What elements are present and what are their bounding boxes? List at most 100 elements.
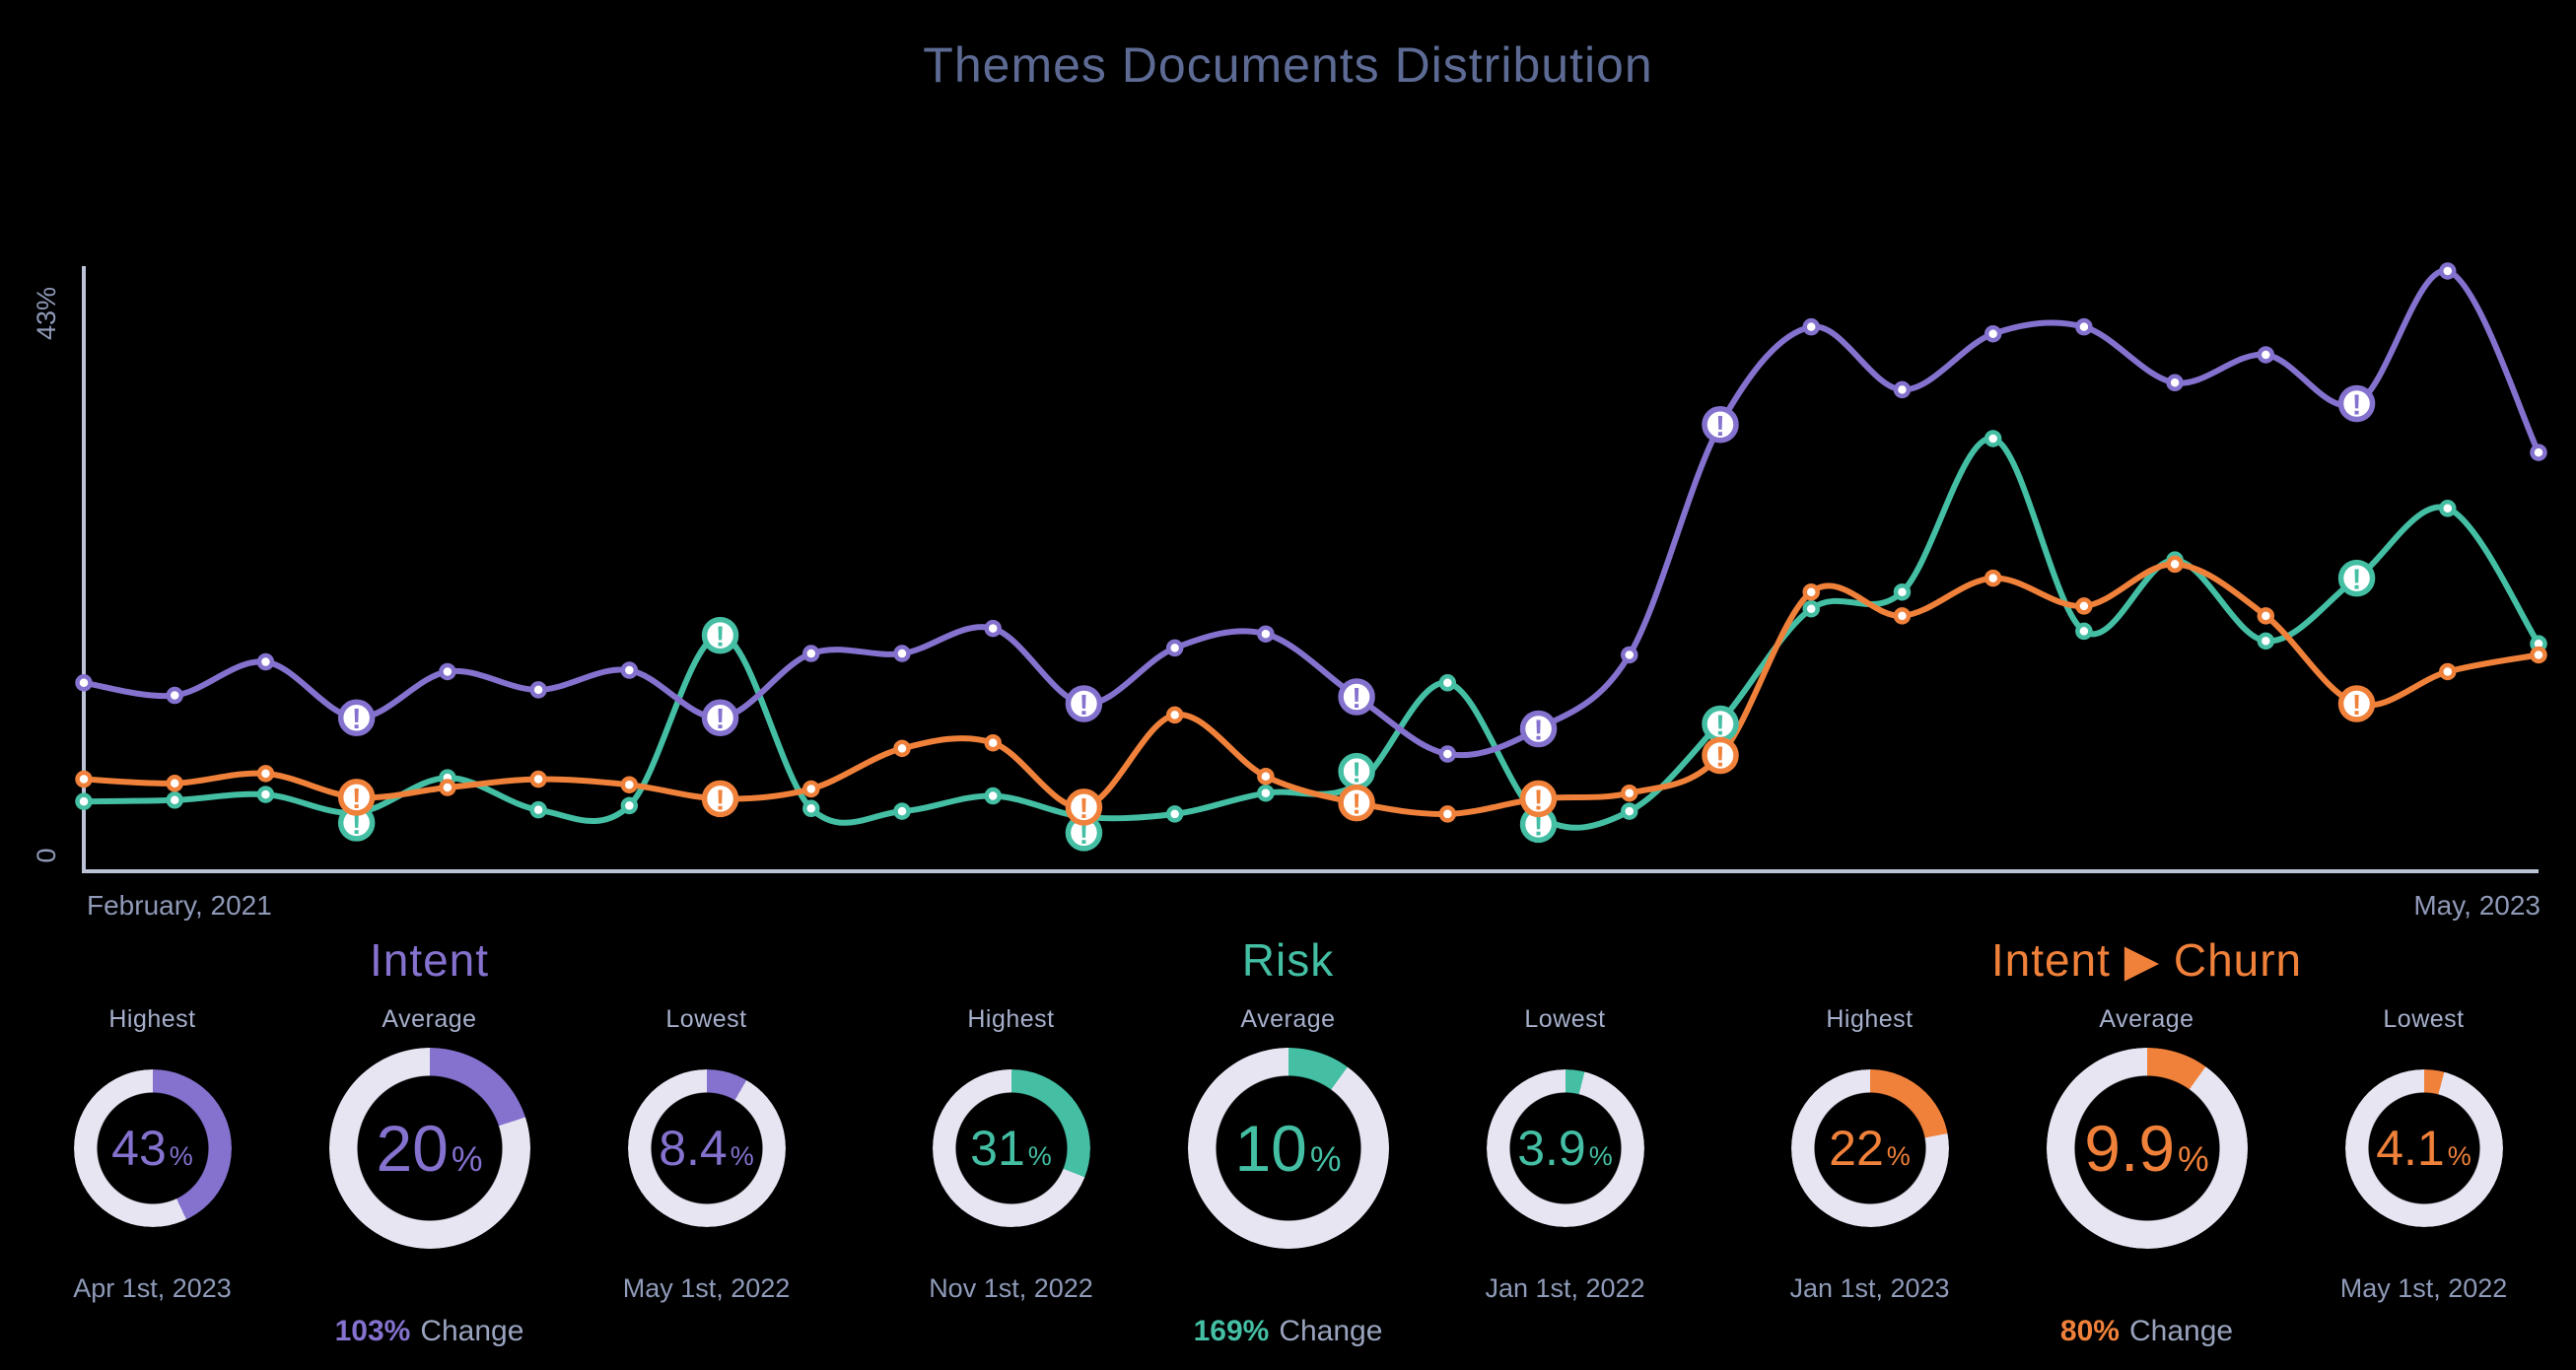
data-point-risk <box>2439 500 2457 517</box>
data-point-churn <box>1438 805 1457 823</box>
change-row: 169% Change <box>1194 1315 1383 1348</box>
gauge-stat-label: Highest <box>967 1005 1055 1033</box>
data-point-churn <box>1893 607 1912 625</box>
donut-value: 22% <box>1829 1121 1911 1176</box>
donut-gauge: 4.1% <box>2344 1069 2503 1227</box>
data-point-intent <box>256 652 275 671</box>
svg-text:!: ! <box>2352 565 2362 596</box>
donut-gauge: 9.9% <box>2046 1048 2248 1249</box>
donut-ring <box>1790 1069 1949 1227</box>
gauge-panel: Intent Highest 43% Apr 1st, 2023 Average… <box>0 925 2576 1370</box>
gauge-date: Jan 1st, 2022 <box>1485 1273 1645 1303</box>
donut-gauge: 22% <box>1790 1069 1949 1227</box>
data-point-risk <box>2257 632 2275 651</box>
data-point-churn <box>2530 646 2547 664</box>
series-line-risk <box>81 435 2541 831</box>
data-point-risk <box>1257 784 1275 802</box>
svg-text:!: ! <box>1079 793 1089 825</box>
gauge-date: Apr 1st, 2023 <box>73 1273 232 1303</box>
data-point-risk <box>2075 622 2093 641</box>
data-point-churn <box>1984 569 2002 587</box>
change-label: Change <box>1279 1315 1383 1347</box>
alert-marker-intent[interactable]: ! <box>2337 384 2376 423</box>
alert-marker-intent[interactable]: ! <box>1702 406 1739 444</box>
donut-value: 20% <box>376 1112 483 1185</box>
themes-distribution-chart: 43% 0 February, 2021 May, 2023 !!!!!!!!!… <box>32 262 2547 921</box>
alert-marker-churn[interactable]: ! <box>2337 685 2376 722</box>
alert-marker-intent[interactable]: ! <box>337 699 376 736</box>
alert-marker-risk[interactable]: ! <box>1338 752 1375 790</box>
data-point-intent <box>2075 317 2093 336</box>
alert-marker-intent[interactable]: ! <box>1519 710 1558 748</box>
x-axis-start-label: February, 2021 <box>87 890 272 921</box>
donut-value: 9.9% <box>2084 1112 2209 1185</box>
data-point-risk <box>529 800 547 819</box>
svg-text:!: ! <box>716 785 726 816</box>
gauge-group-risk: Risk Highest 31% Nov 1st, 2022 Average 1… <box>859 925 1717 1370</box>
gauge-intent-lowest: Lowest 8.4% May 1st, 2022 <box>568 988 845 1307</box>
alert-marker-churn[interactable]: ! <box>1519 780 1558 818</box>
svg-text:!: ! <box>1534 716 1544 747</box>
alert-marker-churn[interactable]: ! <box>1338 784 1375 822</box>
donut-value: 8.4% <box>659 1121 754 1176</box>
alert-marker-intent[interactable]: ! <box>1065 685 1103 722</box>
svg-text:!: ! <box>1352 683 1361 715</box>
data-point-churn <box>166 775 183 792</box>
gauge-group-title: Intent <box>369 934 490 986</box>
data-point-risk <box>256 786 275 803</box>
data-point-intent <box>1893 380 1912 399</box>
donut-value: 31% <box>970 1121 1052 1176</box>
data-point-intent <box>2439 262 2457 280</box>
data-point-risk <box>1893 582 1912 601</box>
data-point-churn <box>439 779 456 796</box>
gauge-date: Nov 1st, 2022 <box>929 1273 1093 1303</box>
data-point-intent <box>1984 324 2002 343</box>
change-value: 169% <box>1193 1315 1270 1347</box>
change-label: Change <box>2128 1315 2234 1347</box>
donut-value: 10% <box>1234 1112 1342 1185</box>
svg-text:!: ! <box>1715 411 1725 443</box>
alert-marker-intent[interactable]: ! <box>1338 678 1375 716</box>
data-point-risk <box>75 792 93 810</box>
alert-marker-churn[interactable]: ! <box>337 779 376 816</box>
data-point-churn <box>1257 767 1275 786</box>
data-point-intent <box>1165 639 1184 657</box>
alert-marker-churn[interactable]: ! <box>1702 736 1739 775</box>
donut-gauge: 10% <box>1187 1048 1389 1249</box>
data-point-risk <box>802 799 820 818</box>
alert-marker-churn[interactable]: ! <box>701 780 739 818</box>
svg-text:!: ! <box>1079 819 1089 851</box>
gauge-date: May 1st, 2022 <box>2339 1273 2508 1303</box>
data-point-churn <box>2166 555 2184 574</box>
data-point-risk <box>620 796 639 815</box>
data-point-risk <box>893 802 911 820</box>
gauge-group-title: Risk <box>1241 934 1335 986</box>
change-row: 103% Change <box>335 1315 524 1348</box>
alert-marker-risk[interactable]: ! <box>701 616 739 654</box>
data-point-risk <box>1802 599 1820 618</box>
alert-marker-risk[interactable]: ! <box>1702 705 1739 743</box>
data-point-risk <box>1621 802 1638 820</box>
svg-text:!: ! <box>1534 785 1544 816</box>
donut-gauge: 8.4% <box>627 1069 786 1227</box>
svg-text:!: ! <box>352 704 362 735</box>
donut-value: 43% <box>111 1121 193 1176</box>
data-point-intent <box>893 645 911 662</box>
gauge-date: Jan 1st, 2023 <box>1789 1273 1950 1303</box>
data-point-churn <box>1621 784 1638 802</box>
svg-text:!: ! <box>352 784 362 815</box>
svg-text:!: ! <box>716 622 726 653</box>
data-point-intent <box>1621 646 1638 664</box>
alert-marker-risk[interactable]: ! <box>2337 559 2376 597</box>
svg-text:!: ! <box>1534 810 1544 842</box>
data-point-intent <box>1438 745 1457 763</box>
alert-marker-churn[interactable]: ! <box>1065 788 1103 826</box>
data-point-intent <box>620 661 639 679</box>
alert-marker-intent[interactable]: ! <box>701 699 739 736</box>
y-axis-max-label: 43% <box>32 287 61 340</box>
gauge-group-title: Intent ▶ Churn <box>1990 934 2303 986</box>
donut-ring <box>328 1048 530 1249</box>
data-point-churn <box>2075 597 2093 615</box>
gauge-stat-label: Lowest <box>665 1005 747 1033</box>
